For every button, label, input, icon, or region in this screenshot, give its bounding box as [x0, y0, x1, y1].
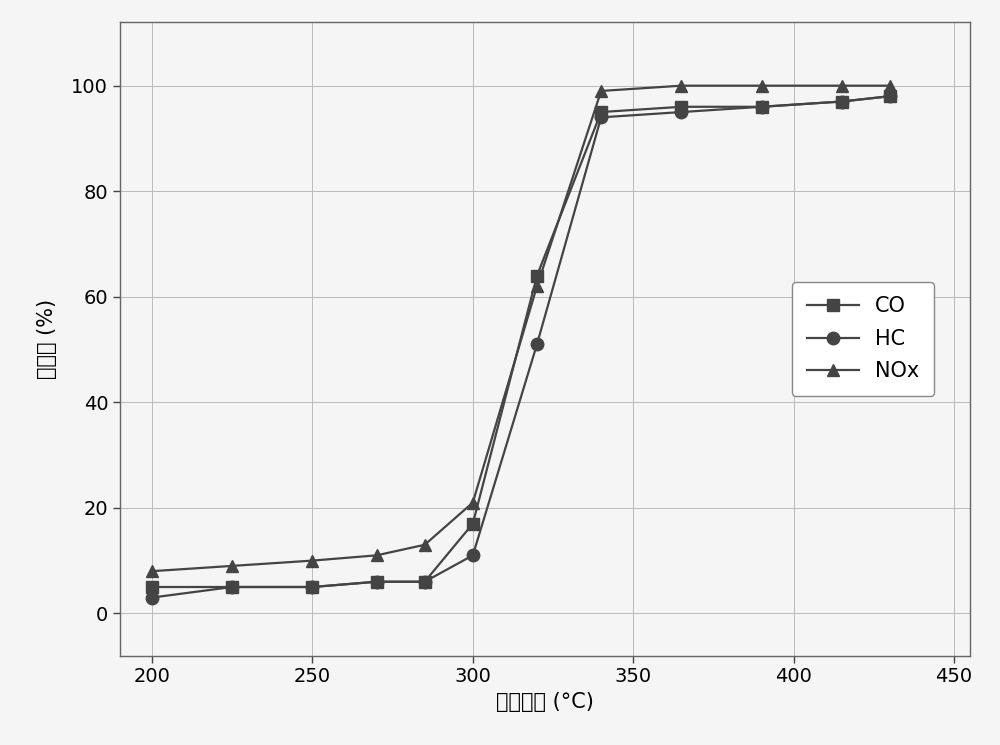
NOx: [595, 86, 607, 95]
HC: [467, 551, 479, 559]
NOx: [146, 567, 158, 576]
CO: [146, 583, 158, 592]
HC: [531, 340, 543, 349]
Legend: CO, HC, NOx: CO, HC, NOx: [792, 282, 934, 396]
CO: [467, 519, 479, 528]
HC: [146, 593, 158, 602]
HC: [226, 583, 238, 592]
X-axis label: 入口温度 (°C): 入口温度 (°C): [496, 692, 594, 712]
CO: [756, 102, 768, 111]
CO: [371, 577, 383, 586]
Line: CO: CO: [146, 90, 896, 593]
CO: [419, 577, 431, 586]
CO: [306, 583, 318, 592]
CO: [531, 271, 543, 280]
HC: [419, 577, 431, 586]
NOx: [675, 81, 687, 90]
HC: [595, 112, 607, 121]
HC: [884, 92, 896, 101]
NOx: [371, 551, 383, 559]
CO: [884, 92, 896, 101]
HC: [836, 97, 848, 106]
NOx: [226, 562, 238, 571]
HC: [306, 583, 318, 592]
NOx: [836, 81, 848, 90]
NOx: [884, 81, 896, 90]
Line: NOx: NOx: [146, 80, 896, 577]
NOx: [531, 282, 543, 291]
CO: [226, 583, 238, 592]
NOx: [306, 556, 318, 565]
HC: [675, 107, 687, 116]
NOx: [756, 81, 768, 90]
CO: [836, 97, 848, 106]
CO: [675, 102, 687, 111]
HC: [756, 102, 768, 111]
Y-axis label: 转化率 (%): 转化率 (%): [37, 299, 57, 379]
CO: [595, 107, 607, 116]
HC: [371, 577, 383, 586]
NOx: [419, 540, 431, 549]
NOx: [467, 498, 479, 507]
Line: HC: HC: [146, 90, 896, 603]
